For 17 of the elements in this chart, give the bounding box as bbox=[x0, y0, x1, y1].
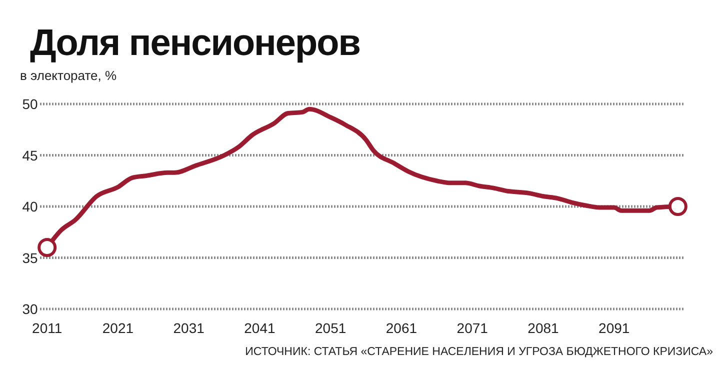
y-tick-label: 50 bbox=[22, 96, 38, 112]
x-tick-label: 2041 bbox=[244, 320, 276, 336]
x-tick-label: 2031 bbox=[173, 320, 205, 336]
x-tick-label: 2081 bbox=[528, 320, 560, 336]
x-tick-label: 2091 bbox=[598, 320, 630, 336]
x-tick-label: 2071 bbox=[456, 320, 488, 336]
y-tick-label: 35 bbox=[22, 250, 38, 266]
y-tick-label: 30 bbox=[22, 301, 38, 317]
y-axis-title: в электорате, % bbox=[20, 68, 117, 83]
x-tick-label: 2021 bbox=[102, 320, 134, 336]
y-tick-label: 45 bbox=[22, 147, 38, 164]
x-tick-label: 2061 bbox=[386, 320, 418, 336]
x-tick-label: 2051 bbox=[315, 320, 346, 336]
x-tick-label: 2011 bbox=[32, 320, 62, 336]
text: ИСТОЧНИК: СТАТЬЯ «СТАРЕНИЕ НАСЕЛЕНИЯ И УГРОЗА БЮДЖЕТНОГО КРИЗИСА» bbox=[245, 346, 713, 358]
y-tick-label: 40 bbox=[22, 198, 38, 214]
chart-title: Доля пенсионеров bbox=[30, 22, 360, 63]
